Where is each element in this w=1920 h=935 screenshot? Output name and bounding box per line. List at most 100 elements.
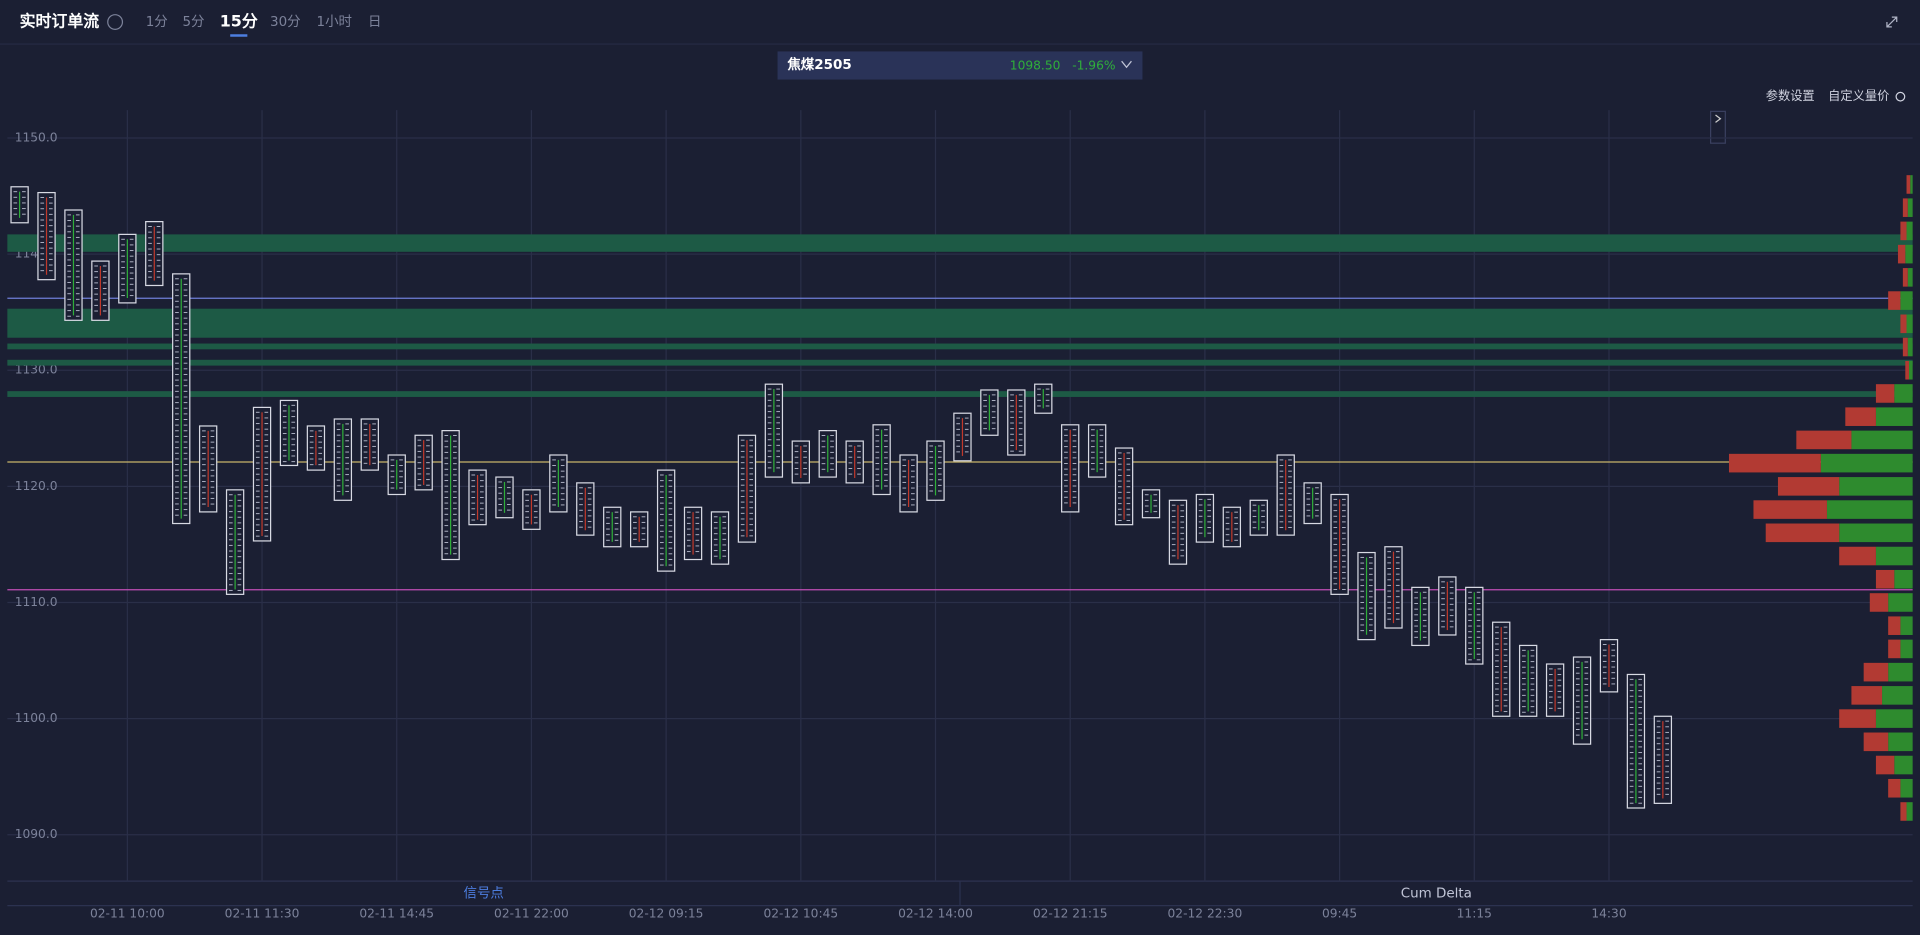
x-tick-label: 14:30 [1591,907,1626,921]
signal-tab[interactable]: 信号点 [463,885,503,901]
symbol: 焦煤2505 [786,56,851,73]
y-tick-label: 1130.0 [15,363,58,377]
interval-tab[interactable]: 15分 [220,12,258,31]
profile-sell [1902,198,1908,217]
settings-button[interactable]: 参数设置 [1766,88,1815,103]
plot: 1090.01100.01110.01120.01130.01141150.00… [7,110,1913,921]
collapse-icon[interactable] [1886,16,1898,28]
profile-sell [1902,268,1908,287]
profile-sell [1900,802,1907,821]
profile-buy [1894,755,1913,775]
side-buttons[interactable] [1710,110,1726,144]
zone [7,391,1913,397]
x-tick-label: 09:45 [1322,907,1357,921]
interval-tabs: 1分 5分 15分 30分 1小时 日 [146,12,381,37]
x-tick-label: 02-12 10:45 [763,907,838,921]
profile-buy [1875,407,1913,426]
profile-sell [1902,337,1908,357]
profile-sell [1869,593,1889,612]
interval-tab[interactable]: 日 [368,15,381,30]
profile-sell [1906,175,1911,194]
zone [7,308,1913,338]
profile-buy [1820,453,1913,473]
profile-buy [1894,384,1913,403]
zone [7,234,1913,252]
help-icon[interactable] [107,14,124,30]
profile-sell [1839,709,1876,728]
profile-sell [1905,360,1909,380]
profile-buy [1839,477,1913,496]
profile-sell [1875,569,1895,589]
profile-sell [1900,221,1907,241]
profile-sell [1875,384,1895,403]
profile-sell [1765,523,1840,543]
profile-buy [1907,198,1913,217]
profile-buy [1875,709,1913,728]
x-tick-label: 02-12 14:00 [898,907,973,921]
profile-buy [1900,639,1913,659]
profile-buy [1888,732,1913,752]
x-tick-label: 02-12 09:15 [629,907,704,921]
profile-buy [1906,802,1913,821]
expand-icon [1715,114,1722,123]
profile-buy [1906,221,1913,241]
dropdown-arrow[interactable] [1121,60,1132,69]
profile-buy [1875,546,1913,566]
profile-sell [1777,477,1840,496]
profile-sell [1753,500,1827,519]
x-tick-label: 02-12 21:15 [1033,907,1108,921]
title: 实时订单流 [20,12,100,31]
profile-sell [1875,755,1895,775]
profile-sell [1863,662,1889,682]
profile-sell [1796,430,1852,450]
profile-sell [1863,732,1889,752]
profile-sell [1888,291,1901,310]
profile-sell [1888,639,1901,659]
custom-icon [1895,91,1906,102]
profile-sell [1845,407,1876,426]
profile-buy [1900,291,1913,310]
change: -1.96% [1072,59,1115,73]
profile-buy [1839,523,1913,543]
x-tick-label: 02-11 22:00 [494,907,569,921]
profile-buy [1908,360,1913,380]
zone [7,343,1913,350]
y-tick-label: 1100.0 [15,711,58,725]
profile-buy [1905,244,1913,264]
x-tick-label: 02-11 14:45 [359,907,434,921]
x-tick-label: 02-11 10:00 [90,907,165,921]
interval-tab[interactable]: 1小时 [317,14,352,30]
profile-buy [1851,430,1913,450]
custom-button[interactable]: 自定义量价 [1828,88,1889,103]
zone [7,359,1913,366]
x-tick-label: 02-12 22:30 [1168,907,1243,921]
interval-tab[interactable]: 5分 [182,14,204,30]
profile-sell [1839,546,1876,566]
profile-buy [1900,778,1913,798]
interval-tab[interactable]: 1分 [146,14,168,30]
profile-sell [1900,314,1907,334]
interval-tab[interactable]: 30分 [270,14,301,30]
profile-buy [1888,662,1913,682]
profile-buy [1907,268,1913,287]
cum-delta-tab[interactable]: Cum Delta [1401,886,1472,901]
y-tick-label: 1150.0 [15,131,58,145]
profile-sell [1851,686,1883,705]
symbol-box[interactable] [777,51,1143,80]
y-tick-label: 1110.0 [15,595,58,609]
x-tick-label: 02-11 11:30 [225,907,300,921]
profile-buy [1826,500,1913,519]
y-tick-label: 1090.0 [15,827,58,841]
profile-buy [1894,569,1913,589]
profile-sell [1888,778,1901,798]
price: 1098.50 [1010,59,1061,73]
profile-sell [1728,453,1821,473]
profile-buy [1900,616,1913,635]
profile-buy [1882,686,1913,705]
profile-buy [1888,593,1913,612]
profile-sell [1897,244,1906,264]
profile-buy [1907,337,1913,357]
profile-buy [1910,175,1913,194]
